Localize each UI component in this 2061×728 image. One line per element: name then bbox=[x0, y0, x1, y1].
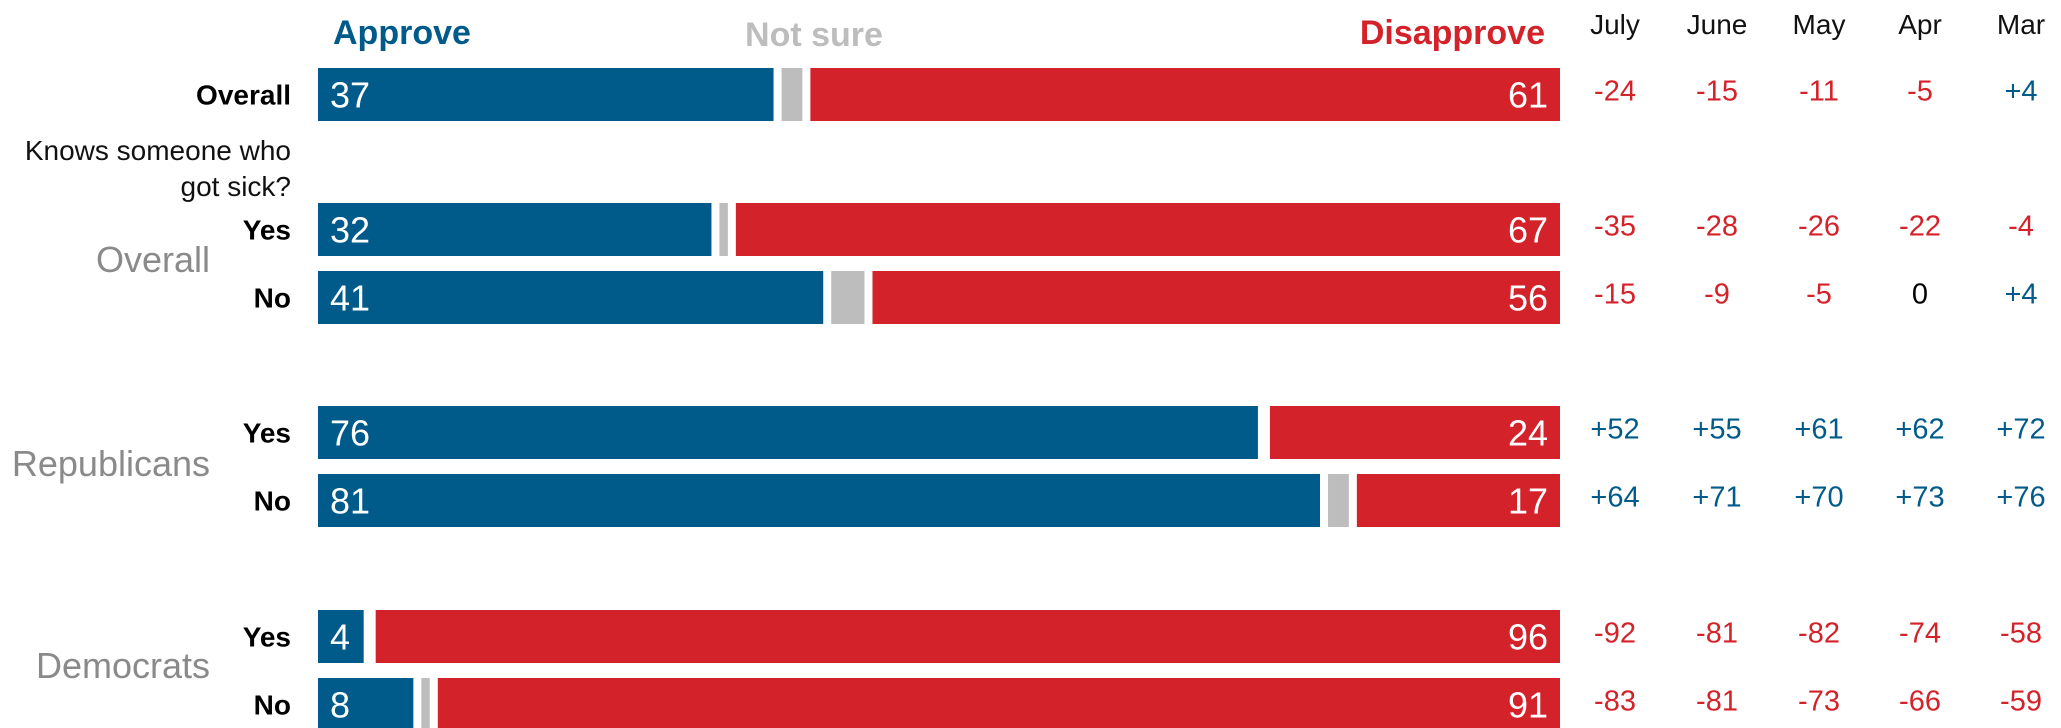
bar-approve-democrats-yes bbox=[318, 610, 364, 663]
month-header-july: July bbox=[1590, 9, 1640, 40]
group-label-democrats: Democrats bbox=[36, 645, 210, 686]
row-label-democrats-no: No bbox=[254, 690, 291, 721]
row-label-republicans-yes: Yes bbox=[243, 418, 291, 449]
bar-disapprove-overall-no bbox=[872, 271, 1560, 324]
net-values-layer: -24 -15 -11 -5 +4 -35 -28 -26 -22 -4 -15 -9 -5 0 +4 +52… bbox=[1590, 76, 2045, 718]
net-republicans-no-may: +70 bbox=[1794, 482, 1843, 514]
net-democrats-yes-apr: -74 bbox=[1899, 618, 1941, 650]
net-republicans-no-apr: +73 bbox=[1895, 482, 1944, 514]
net-republicans-no-july: +64 bbox=[1590, 482, 1639, 514]
value-disapprove-overall-yes: 67 bbox=[1508, 210, 1548, 251]
net-democrats-no-june: -81 bbox=[1696, 686, 1738, 718]
value-approve-republicans-yes: 76 bbox=[330, 413, 370, 454]
net-overall-no-apr: 0 bbox=[1912, 279, 1928, 311]
net-democrats-no-apr: -66 bbox=[1899, 686, 1941, 718]
bar-not-sure-overall-no bbox=[831, 271, 865, 324]
month-header-mar: Mar bbox=[1997, 9, 2045, 40]
bar-approve-republicans-no bbox=[318, 474, 1321, 527]
bar-not-sure-overall-yes bbox=[719, 203, 728, 256]
bars-layer: Overall 37 61 Yes 32 67 No 41 56 Yes 76 24 No 81 17 Yes… bbox=[196, 68, 1561, 728]
net-democrats-no-mar: -59 bbox=[2000, 686, 2042, 718]
bar-disapprove-republicans-yes bbox=[1269, 406, 1560, 459]
question-label-line-2: got sick? bbox=[181, 171, 292, 202]
row-label-overall: Overall bbox=[196, 80, 291, 111]
net-republicans-yes-june: +55 bbox=[1692, 414, 1741, 446]
net-overall-no-mar: +4 bbox=[2004, 279, 2037, 311]
bar-disapprove-overall-yes bbox=[735, 203, 1560, 256]
bar-approve-democrats-no bbox=[318, 678, 414, 728]
net-overall-yes-june: -28 bbox=[1696, 211, 1738, 243]
value-disapprove-republicans-no: 17 bbox=[1508, 481, 1548, 522]
row-label-republicans-no: No bbox=[254, 486, 291, 517]
net-overall-yes-may: -26 bbox=[1798, 211, 1840, 243]
net-democrats-yes-mar: -58 bbox=[2000, 618, 2042, 650]
value-approve-republicans-no: 81 bbox=[330, 481, 370, 522]
row-label-democrats-yes: Yes bbox=[243, 622, 291, 653]
value-disapprove-democrats-no: 91 bbox=[1508, 685, 1548, 726]
value-approve-democrats-yes: 4 bbox=[330, 617, 350, 658]
value-disapprove-overall-no: 56 bbox=[1508, 278, 1548, 319]
net-overall-no-may: -5 bbox=[1806, 279, 1832, 311]
bar-approve-republicans-yes bbox=[318, 406, 1258, 459]
net-overall-apr: -5 bbox=[1907, 76, 1933, 108]
value-disapprove-republicans-yes: 24 bbox=[1508, 413, 1548, 454]
legend-not-sure: Not sure bbox=[745, 16, 883, 54]
net-democrats-yes-july: -92 bbox=[1594, 618, 1636, 650]
net-overall-may: -11 bbox=[1799, 76, 1839, 108]
bar-disapprove-democrats-no bbox=[437, 678, 1560, 728]
net-overall-june: -15 bbox=[1696, 76, 1738, 108]
net-overall-no-june: -9 bbox=[1704, 279, 1730, 311]
legend-disapprove: Disapprove bbox=[1360, 14, 1545, 52]
group-label-overall: Overall bbox=[96, 239, 210, 280]
bar-approve-overall-yes bbox=[318, 203, 712, 256]
legend-approve: Approve bbox=[333, 14, 471, 52]
bar-approve-overall-no bbox=[318, 271, 824, 324]
net-democrats-no-july: -83 bbox=[1594, 686, 1636, 718]
question-label-line-1: Knows someone who bbox=[25, 135, 291, 166]
bar-disapprove-republicans-no bbox=[1356, 474, 1560, 527]
value-approve-democrats-no: 8 bbox=[330, 685, 350, 726]
net-democrats-no-may: -73 bbox=[1798, 686, 1840, 718]
net-democrats-yes-june: -81 bbox=[1696, 618, 1738, 650]
bar-not-sure-democrats-no bbox=[421, 678, 430, 728]
net-republicans-yes-mar: +72 bbox=[1996, 414, 2045, 446]
net-democrats-yes-may: -82 bbox=[1798, 618, 1840, 650]
value-disapprove-overall: 61 bbox=[1508, 75, 1548, 116]
bar-disapprove-democrats-yes bbox=[375, 610, 1561, 663]
net-republicans-no-mar: +76 bbox=[1996, 482, 2045, 514]
net-overall-no-july: -15 bbox=[1594, 279, 1636, 311]
month-headers: July June May Apr Mar bbox=[1590, 9, 2045, 40]
net-overall-july: -24 bbox=[1594, 76, 1636, 108]
net-republicans-yes-may: +61 bbox=[1794, 414, 1843, 446]
value-disapprove-democrats-yes: 96 bbox=[1508, 617, 1548, 658]
net-republicans-yes-apr: +62 bbox=[1895, 414, 1944, 446]
bar-not-sure-overall bbox=[781, 68, 803, 121]
value-approve-overall-yes: 32 bbox=[330, 210, 370, 251]
bar-disapprove-overall bbox=[810, 68, 1560, 121]
value-approve-overall-no: 41 bbox=[330, 278, 370, 319]
net-republicans-no-june: +71 bbox=[1692, 482, 1741, 514]
row-label-overall-yes: Yes bbox=[243, 215, 291, 246]
net-republicans-yes-july: +52 bbox=[1590, 414, 1639, 446]
group-label-republicans: Republicans bbox=[12, 443, 210, 484]
net-overall-mar: +4 bbox=[2004, 76, 2037, 108]
net-overall-yes-july: -35 bbox=[1594, 211, 1636, 243]
month-header-june: June bbox=[1687, 9, 1748, 40]
month-header-apr: Apr bbox=[1898, 9, 1942, 40]
row-label-overall-no: No bbox=[254, 283, 291, 314]
net-overall-yes-mar: -4 bbox=[2008, 211, 2034, 243]
net-overall-yes-apr: -22 bbox=[1899, 211, 1941, 243]
month-header-may: May bbox=[1793, 9, 1846, 40]
bar-approve-overall bbox=[318, 68, 774, 121]
bar-not-sure-republicans-no bbox=[1328, 474, 1349, 527]
value-approve-overall: 37 bbox=[330, 75, 370, 116]
